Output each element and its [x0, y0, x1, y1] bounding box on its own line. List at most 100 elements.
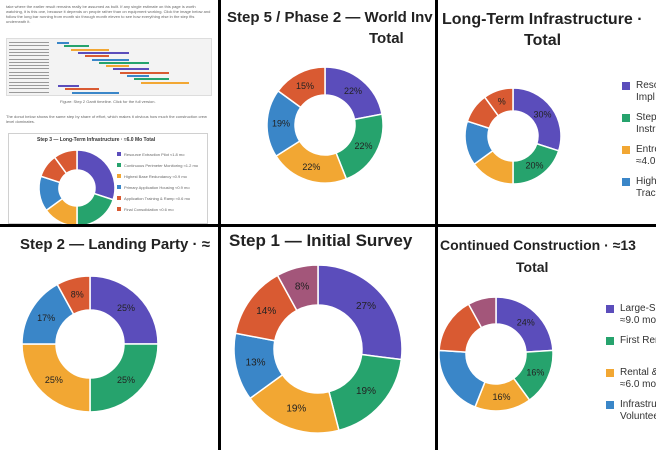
legend-label: Entre [636, 144, 656, 155]
legend-swatch [622, 114, 630, 122]
gantt-bar [127, 75, 149, 77]
article-thumbnail-panel: take where the earlier result remains re… [0, 0, 218, 224]
legend-swatch [622, 146, 630, 154]
mini-chart-card[interactable]: Step 3 — Long-Term Infrastructure · ≈6.0… [8, 133, 208, 224]
mini-legend-swatch [117, 185, 121, 189]
slice-label: 19% [286, 404, 306, 415]
slice-label: 16% [492, 392, 510, 402]
gantt-row-line [9, 91, 49, 93]
chart-title: Step 1 — Initial Survey [229, 231, 413, 250]
slice-label: 20% [525, 161, 543, 171]
donut-slice [76, 192, 115, 224]
legend-label-line2: ≈9.0 mo [620, 315, 656, 326]
gantt-bar [120, 71, 169, 74]
gantt-bar [71, 48, 109, 51]
mini-legend-swatch [117, 152, 121, 156]
gantt-bar [106, 65, 129, 68]
slice-label: 13% [246, 357, 266, 368]
gantt-bar [134, 78, 169, 81]
mini-legend-label: Primary Application Housing ≈0.9 mo [124, 185, 190, 190]
chart-subtitle: Total [516, 259, 549, 275]
legend-item: First Rent [606, 335, 656, 347]
mini-legend-item: Highest Base Redundancy ≈0.9 mo [117, 174, 187, 179]
legend-label-line2: ≈4.0 [636, 156, 656, 167]
gantt-bar [92, 58, 129, 61]
legend-label-line2: Track [636, 188, 656, 199]
gantt-row-line [9, 78, 49, 80]
gantt-row-line [9, 75, 49, 76]
gantt-row-line [9, 58, 49, 60]
slice-label: 24% [517, 317, 535, 327]
gantt-bar [65, 88, 99, 91]
gantt-bar [113, 68, 149, 71]
gantt-row-line [9, 68, 49, 70]
legend-label: Reso [636, 80, 656, 91]
slice-label: % [498, 96, 506, 106]
gantt-thumbnail[interactable] [6, 38, 212, 96]
gantt-row-line [9, 61, 49, 63]
slice-label: 30% [534, 110, 552, 120]
slice-label: 25% [45, 375, 63, 385]
donut-slice [21, 343, 91, 413]
legend-label: Step [636, 112, 656, 123]
mini-chart-title: Step 3 — Long-Term Infrastructure · ≈6.0… [37, 137, 156, 143]
mini-legend-label: Final Consolidation ≈0.6 mo [124, 207, 174, 212]
legend-swatch [606, 305, 614, 313]
legend-item: Large-Sca≈9.0 mo [606, 303, 656, 327]
slice-label: 15% [296, 81, 314, 91]
mini-legend-swatch [117, 174, 121, 178]
legend-label: Rental & [620, 367, 656, 378]
donut-chart: 22% 22% 22% 19% 15% [266, 66, 384, 184]
slice-label: 22% [302, 162, 320, 172]
gantt-bar [78, 51, 129, 54]
slice-label: 25% [117, 375, 135, 385]
donut-slice [438, 349, 486, 408]
donut-slice [89, 343, 159, 413]
slice-label: 16% [526, 368, 544, 378]
mini-donut-chart [38, 149, 116, 224]
legend-label: First Rent [620, 335, 656, 346]
body-paragraph: The donut below shows the same step by s… [6, 114, 207, 124]
slice-label: 8% [71, 290, 84, 300]
legend-item: Entre≈4.0 [622, 144, 656, 168]
mini-legend-label: Application Training & Ramp ≈0.6 mo [124, 196, 191, 201]
donut-chart: 24% 16% 16% [438, 296, 554, 412]
gantt-bar [57, 42, 69, 44]
mini-legend-swatch [117, 207, 121, 211]
chart-panel-step5: Step 5 / Phase 2 — World Inv Total 22% 22… [221, 0, 435, 224]
intro-paragraph: take where the earlier result remains re… [6, 4, 211, 24]
slice-label: 27% [356, 301, 376, 312]
gantt-bar [141, 81, 189, 84]
chart-title: Step 5 / Phase 2 — World Inv [227, 9, 433, 26]
gantt-row-line [9, 48, 49, 50]
gantt-row-line [9, 42, 49, 43]
gantt-row-line [9, 81, 49, 83]
chart-title: Continued Construction · ≈13 [440, 237, 636, 253]
chart-panel-continued: Continued Construction · ≈13 Total 24% 16… [438, 227, 656, 450]
donut-chart: 27% 19% 19% 13% 14% 8% [233, 264, 403, 434]
slice-label: 8% [295, 282, 310, 293]
legend-label: Large-Sca [620, 303, 656, 314]
donut-chart: 25% 25% 25% 17% 8% [21, 275, 159, 413]
legend-item: ResoImpl [622, 80, 656, 104]
legend-label-line2: ≈6.0 mo [620, 379, 656, 390]
chart-panel-step1: Step 1 — Initial Survey 27% 19% 19% 13% 14% 8… [221, 227, 435, 450]
slice-label: 22% [344, 86, 362, 96]
mini-legend-label: Highest Base Redundancy ≈0.9 mo [124, 174, 187, 179]
mini-legend-label: Resource Extraction Pilot ≈1.8 mo [124, 152, 185, 157]
donut-slice [53, 149, 78, 175]
slice-label: 19% [272, 119, 290, 129]
legend-swatch [622, 178, 630, 186]
donut-slice [483, 87, 514, 117]
slice-label: 14% [256, 306, 276, 317]
gantt-bar [64, 45, 89, 48]
chart-title: Long-Term Infrastructure · [442, 11, 643, 28]
chart-title: Step 2 — Landing Party · ≈ [20, 236, 210, 253]
gantt-bar [72, 91, 119, 94]
chart-panel-longterm: Long-Term Infrastructure · Total 30% 20%%… [438, 0, 656, 224]
legend-swatch [606, 337, 614, 345]
gantt-row-line [9, 65, 49, 67]
legend-item: Step Instr [622, 112, 656, 136]
mini-legend-item: Primary Application Housing ≈0.9 mo [117, 185, 190, 190]
legend-label-line2: Voluntee [620, 411, 656, 422]
